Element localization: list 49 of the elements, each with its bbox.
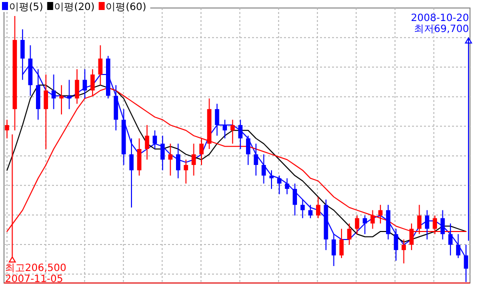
legend-label: 이평(5)	[9, 2, 44, 13]
legend-label: 이평(60)	[106, 2, 146, 13]
candlestick	[254, 143, 258, 176]
candlestick	[354, 215, 360, 235]
candlestick	[137, 138, 142, 176]
candlestick	[300, 199, 305, 219]
candlestick	[269, 170, 274, 190]
candlestick	[199, 138, 204, 166]
candlestick	[238, 119, 243, 150]
candlestick	[152, 130, 157, 150]
candlestick	[52, 74, 56, 110]
candlestick	[192, 143, 196, 176]
candlestick	[284, 178, 290, 195]
candlestick	[44, 74, 48, 150]
candlestick	[36, 68, 40, 120]
candlestick	[277, 175, 282, 195]
candlestick	[176, 143, 180, 179]
candlestick	[292, 183, 297, 216]
candlestick	[230, 119, 235, 144]
candlestick	[347, 222, 352, 246]
candlestick	[402, 238, 406, 264]
candlestick	[308, 204, 313, 219]
candlestick	[440, 210, 445, 240]
candlestick	[316, 196, 320, 219]
candlestick	[82, 68, 87, 99]
candlestick	[262, 154, 266, 184]
candlestick	[246, 135, 250, 166]
candlestick	[222, 119, 227, 139]
candlestick	[129, 138, 134, 208]
candlestick	[424, 210, 430, 240]
candlestick	[339, 228, 344, 259]
candlestick	[160, 135, 165, 171]
candlestick	[74, 68, 80, 104]
annotation: 최고206,500 2007-11-05	[5, 263, 66, 285]
candlestick	[98, 44, 102, 86]
annotation: 2008-10-20 최저69,700	[410, 13, 469, 35]
candlestick	[214, 103, 220, 136]
candlestick	[144, 124, 150, 160]
candlestick	[386, 204, 390, 240]
candlestick	[362, 215, 368, 235]
candlestick	[378, 204, 383, 224]
candlestick	[448, 222, 453, 256]
candlestick	[4, 119, 10, 139]
candlestick	[67, 79, 72, 110]
candlestick	[370, 210, 375, 230]
candlestick	[168, 143, 173, 176]
candlestick	[184, 159, 188, 184]
candlestick	[114, 84, 118, 131]
legend-label: 이평(20)	[54, 2, 95, 13]
